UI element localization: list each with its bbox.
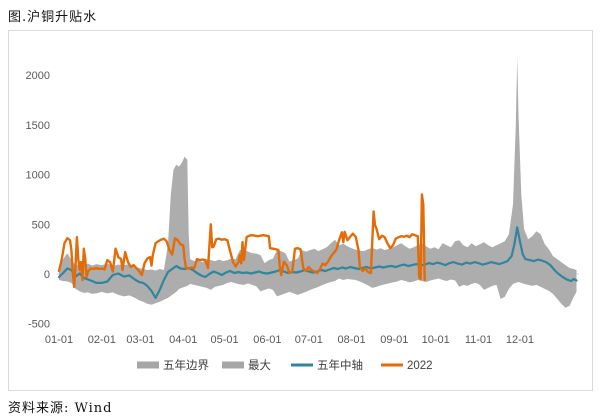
x-axis-label: 06-01 <box>253 334 281 346</box>
x-axis-label: 05-01 <box>211 334 239 346</box>
band-area-five-year <box>59 57 577 308</box>
y-axis-label: 1500 <box>26 120 50 132</box>
legend-swatch-3 <box>291 363 313 367</box>
x-axis-label: 10-01 <box>422 334 450 346</box>
source-note: 资料来源: Wind <box>8 401 113 416</box>
x-axis-label: 09-01 <box>380 334 408 346</box>
line-2022 <box>57 193 426 289</box>
chart-title: 图.沪铜升贴水 <box>8 10 98 25</box>
x-axis-label: 11-01 <box>465 334 492 346</box>
legend-swatch-1 <box>137 361 159 369</box>
x-axis-label: 07-01 <box>295 334 323 346</box>
legend-label-2: 最大 <box>248 358 271 372</box>
x-axis-label: 04-01 <box>169 334 197 346</box>
legend-label-4: 2022 <box>407 360 433 372</box>
y-axis-label: -500 <box>28 319 50 331</box>
x-axis-label: 08-01 <box>337 334 365 346</box>
chart-svg: -500 0 500 1000 1500 2000 01-01 02-01 03-01 04-01… <box>26 57 579 372</box>
legend-label-1: 五年边界 <box>163 358 209 372</box>
y-axis-label: 0 <box>44 269 50 281</box>
x-axis-label: 02-01 <box>88 334 116 346</box>
median-line <box>57 226 578 299</box>
x-axis-label: 12-01 <box>506 334 534 346</box>
y-axis-label: 1000 <box>26 170 50 182</box>
y-axis-label: 2000 <box>26 70 50 82</box>
legend-swatch-4 <box>381 363 403 367</box>
y-axis-label: 500 <box>32 219 50 231</box>
legend-label-3: 五年中轴 <box>317 358 363 372</box>
chart-plot-box: -500 0 500 1000 1500 2000 01-01 02-01 03-01 04-01… <box>8 30 593 391</box>
x-axis-label: 01-01 <box>45 334 73 346</box>
legend-swatch-2 <box>222 361 244 369</box>
x-axis-label: 03-01 <box>126 334 154 346</box>
